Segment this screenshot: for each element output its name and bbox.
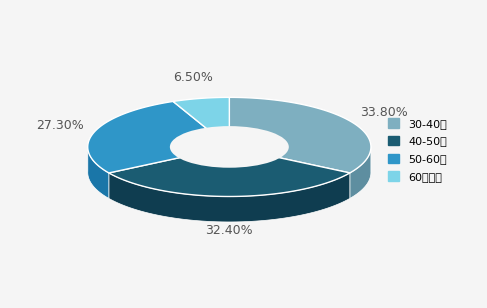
Text: 6.50%: 6.50% — [173, 71, 213, 84]
Ellipse shape — [170, 126, 289, 168]
Polygon shape — [173, 97, 229, 147]
Text: 27.30%: 27.30% — [37, 119, 84, 132]
Polygon shape — [88, 101, 229, 173]
Polygon shape — [350, 146, 371, 198]
Polygon shape — [170, 147, 289, 193]
Legend: 30-40岁, 40-50岁, 50-60岁, 60岁以上: 30-40岁, 40-50岁, 50-60岁, 60岁以上 — [384, 114, 451, 186]
Text: 32.40%: 32.40% — [206, 224, 253, 237]
Polygon shape — [109, 173, 350, 222]
Polygon shape — [88, 145, 109, 198]
Polygon shape — [229, 97, 371, 173]
Polygon shape — [109, 147, 350, 197]
Text: 33.80%: 33.80% — [360, 106, 408, 119]
